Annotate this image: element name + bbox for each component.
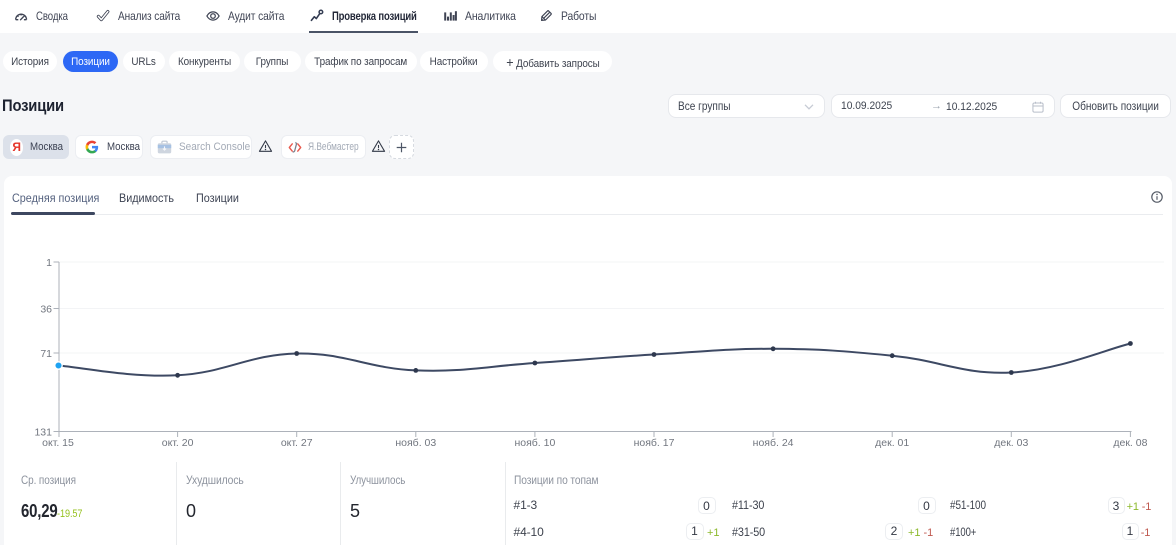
svg-text:окт. 15: окт. 15: [42, 437, 74, 449]
svg-text:окт. 27: окт. 27: [281, 437, 313, 449]
svg-text:нояб. 24: нояб. 24: [753, 437, 794, 449]
svg-text:окт. 20: окт. 20: [162, 437, 194, 449]
svg-text:71: 71: [40, 348, 52, 360]
svg-text:дек. 03: дек. 03: [994, 437, 1028, 449]
svg-text:дек. 08: дек. 08: [1113, 437, 1147, 449]
svg-text:36: 36: [40, 304, 52, 316]
svg-text:1: 1: [46, 257, 52, 269]
svg-text:нояб. 17: нояб. 17: [634, 437, 675, 449]
svg-text:дек. 01: дек. 01: [875, 437, 909, 449]
svg-text:нояб. 10: нояб. 10: [514, 437, 555, 449]
svg-text:131: 131: [34, 427, 52, 439]
svg-text:нояб. 03: нояб. 03: [395, 437, 436, 449]
